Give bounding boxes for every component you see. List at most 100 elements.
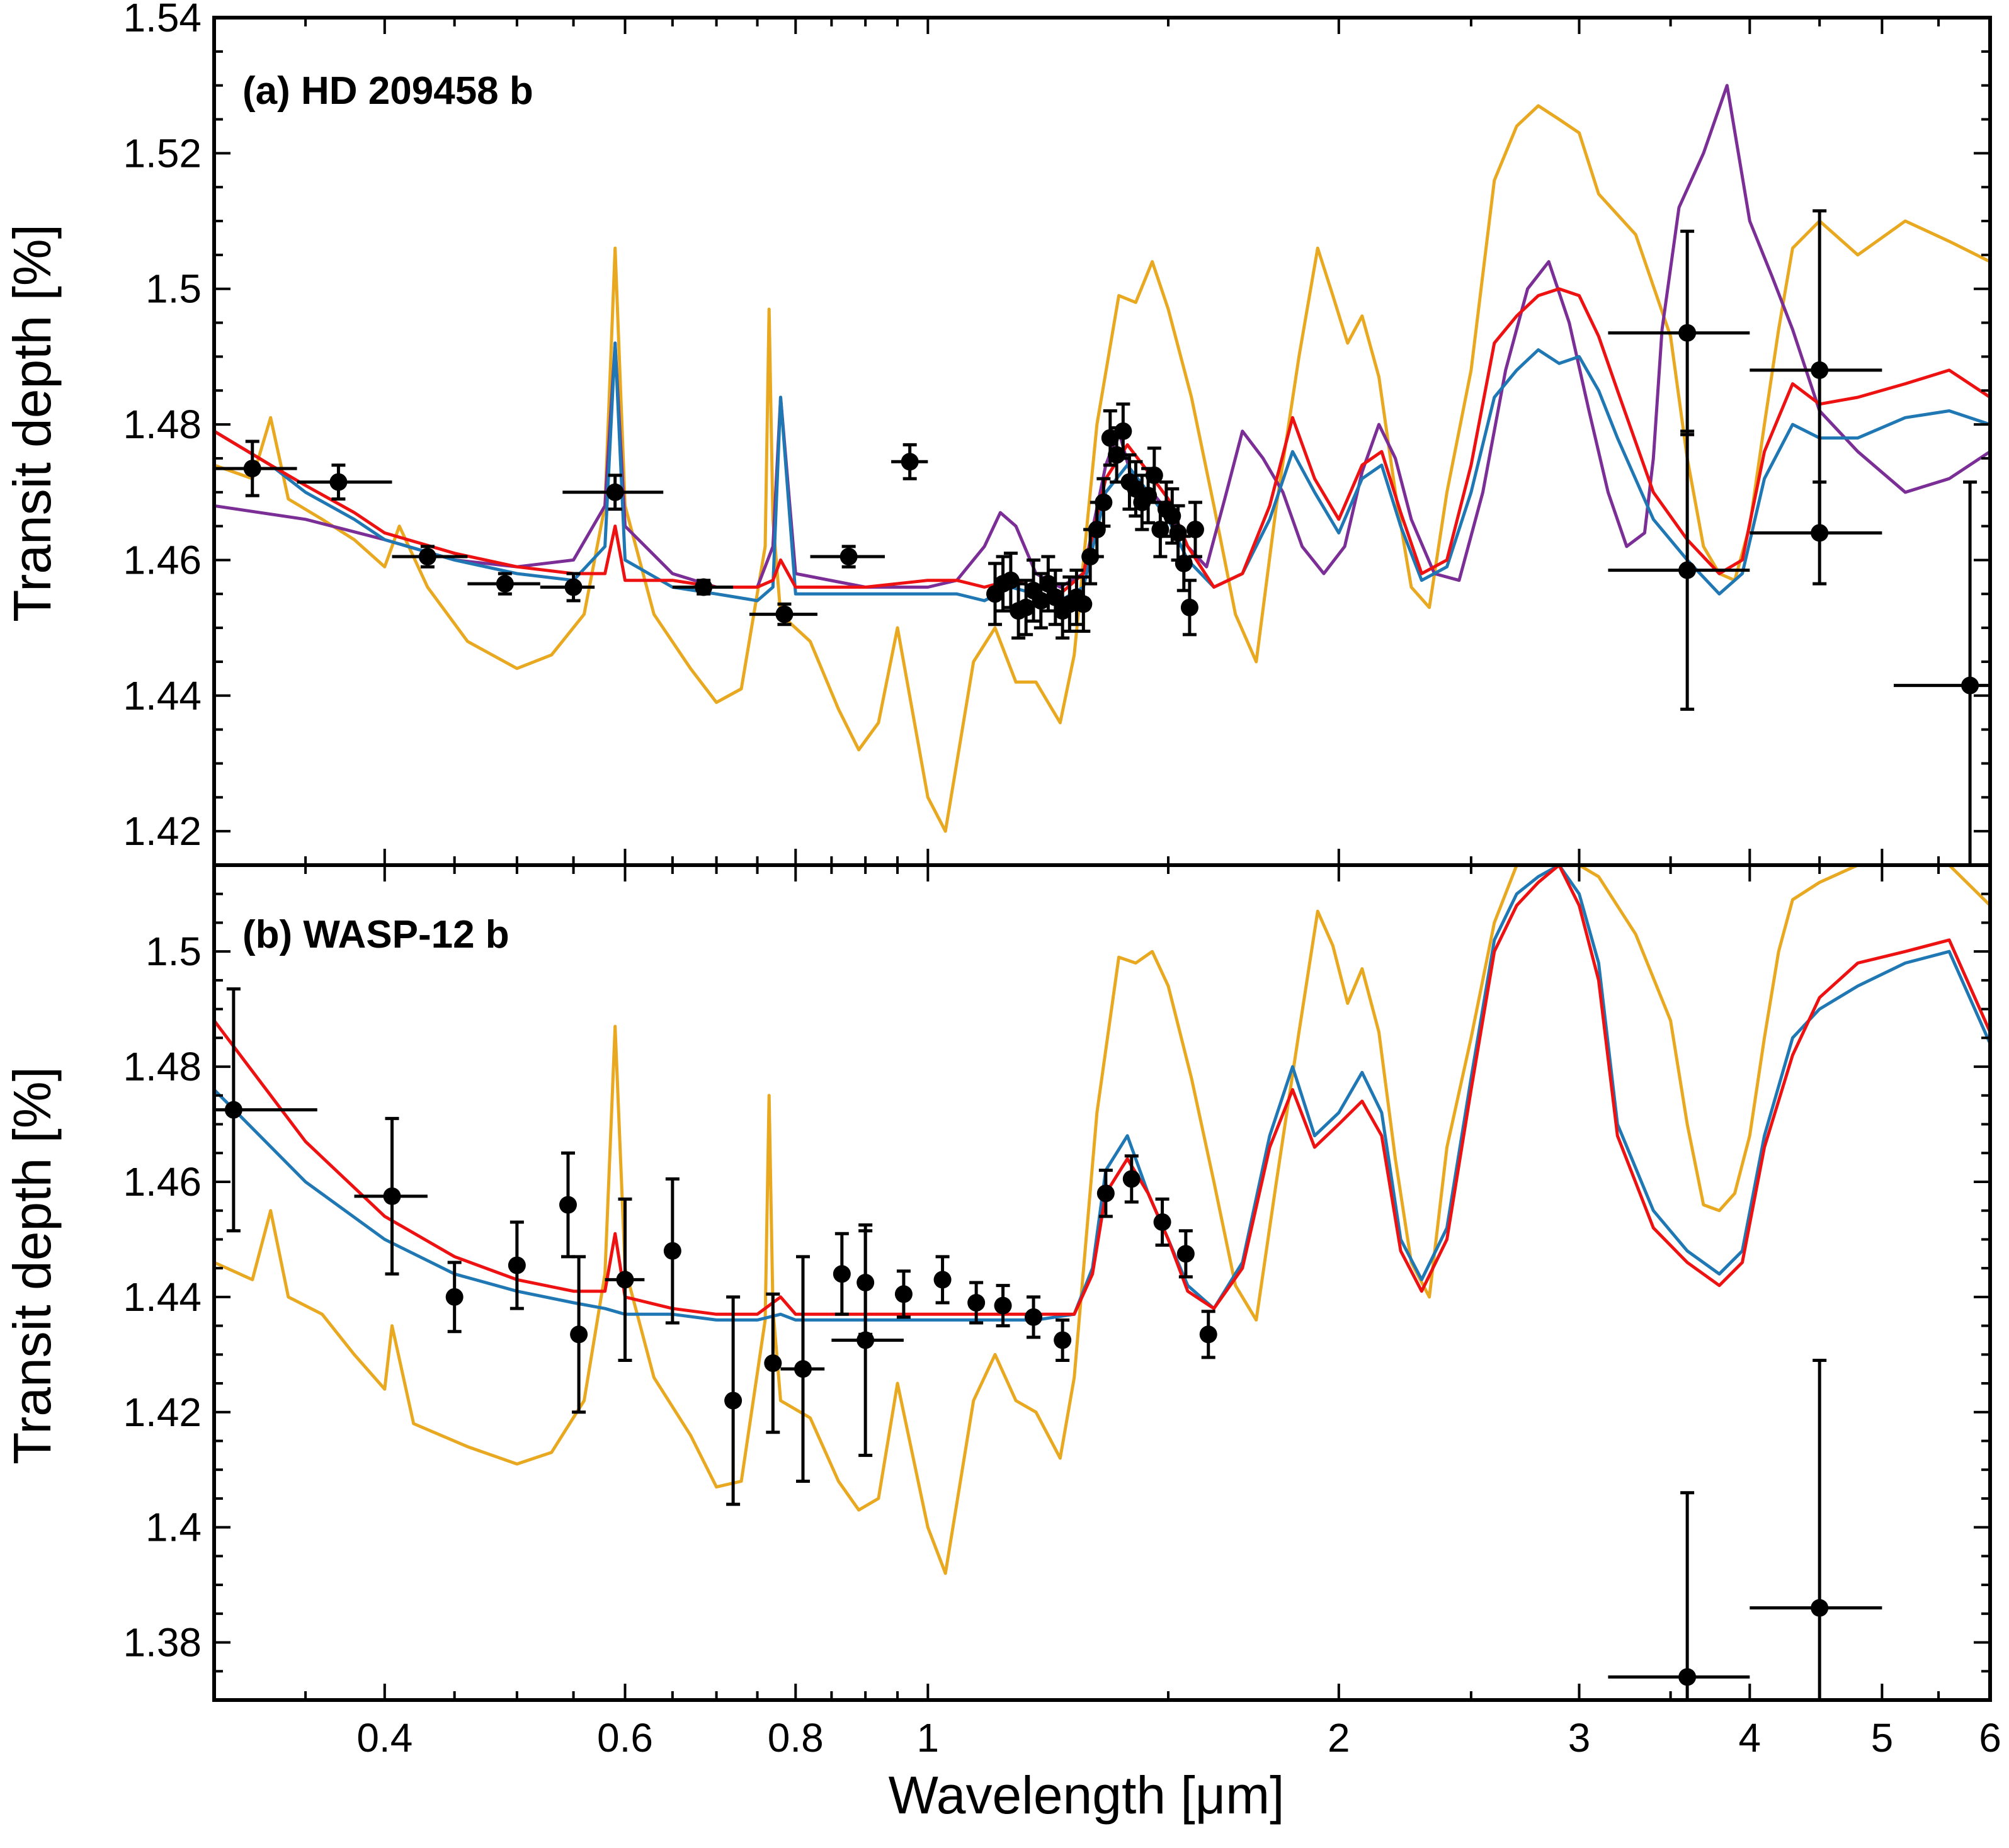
panel-a-data-point xyxy=(1114,402,1132,460)
data-marker xyxy=(445,1288,464,1306)
y-tick-label: 1.48 xyxy=(123,1044,202,1089)
data-marker xyxy=(894,1285,913,1303)
panel-a-data-point xyxy=(1180,579,1198,637)
x-tick-label: 6 xyxy=(1979,1715,2001,1760)
panel-a-data-point xyxy=(1061,575,1079,633)
panel-b-model-curves xyxy=(213,863,1992,1575)
data-marker xyxy=(1180,598,1198,616)
data-marker xyxy=(570,1325,588,1344)
x-tick-label: 4 xyxy=(1739,1715,1761,1760)
data-marker xyxy=(695,578,713,596)
panel-b-data-point xyxy=(1750,1358,1882,1702)
data-marker xyxy=(1025,1308,1043,1326)
data-marker xyxy=(1811,361,1829,379)
panel-b-data-point xyxy=(831,1223,904,1457)
data-marker xyxy=(1122,1170,1141,1188)
x-tick-label: 0.4 xyxy=(356,1715,413,1760)
data-marker xyxy=(794,1360,812,1378)
panel-b-gold-model-line xyxy=(213,863,1991,1575)
x-tick-label: 2 xyxy=(1328,1715,1350,1760)
data-marker xyxy=(1678,1668,1697,1686)
panel-a-red-model-line xyxy=(213,287,1991,596)
x-tick-label: 3 xyxy=(1568,1715,1591,1760)
panel-b-data-point xyxy=(1608,1491,1750,1702)
y-tick-label: 1.42 xyxy=(123,808,202,854)
panel-b-data-point xyxy=(1096,1169,1115,1218)
data-marker xyxy=(1153,1213,1171,1231)
data-marker xyxy=(224,1101,242,1119)
panel-b-data-point xyxy=(1199,1310,1217,1359)
y-tick-label: 1.54 xyxy=(123,0,202,40)
panel-a-gold-model-line xyxy=(213,104,1991,833)
panel-b-data-point xyxy=(1153,1197,1171,1247)
data-marker xyxy=(1046,588,1064,606)
x-tick-label: 1 xyxy=(917,1715,940,1760)
y-tick-label: 1.42 xyxy=(123,1390,202,1435)
panel-b-data-point xyxy=(894,1269,913,1319)
panel-b-data-point xyxy=(214,987,317,1233)
data-marker xyxy=(1095,493,1113,511)
panel-b-data-point xyxy=(559,1151,577,1259)
panel-a-data-point xyxy=(810,545,885,569)
panel-b-data-point xyxy=(994,1284,1012,1328)
panel-a-blue-model-line xyxy=(213,341,1991,603)
panel-a-data-point xyxy=(467,572,540,596)
data-marker xyxy=(606,483,624,501)
panel-b-data-point xyxy=(605,1197,645,1362)
data-marker xyxy=(1175,554,1193,572)
y-tick-label: 1.44 xyxy=(123,1274,202,1320)
panel-a-data-points xyxy=(214,209,1990,867)
panel-b-data-points xyxy=(214,987,1882,1702)
x-axis-ticks: 0.4 0.6 0.8 1 2 3 4 5 6 xyxy=(213,18,2001,1760)
panel-a-y-axis-label: Transit depth [%] xyxy=(3,224,62,622)
data-marker xyxy=(559,1196,577,1214)
x-tick-label: 0.8 xyxy=(768,1715,824,1760)
panel-b-data-point xyxy=(1054,1318,1072,1362)
panel-b-data-point xyxy=(508,1220,526,1310)
data-marker xyxy=(1811,524,1829,542)
data-marker xyxy=(1678,561,1697,579)
y-tick-label: 1.52 xyxy=(123,130,202,176)
panel-a-model-curves xyxy=(213,84,1991,833)
panel-a-data-point xyxy=(562,473,664,511)
data-marker xyxy=(383,1187,401,1205)
panel-b-data-point xyxy=(967,1281,986,1325)
data-marker xyxy=(857,1331,875,1349)
data-marker xyxy=(1032,592,1050,610)
panel-a-data-point xyxy=(392,545,468,569)
data-marker xyxy=(663,1242,681,1260)
data-marker xyxy=(1074,595,1093,613)
panel-b-frame xyxy=(212,863,1992,1702)
x-tick-label: 0.6 xyxy=(597,1715,653,1760)
data-marker xyxy=(724,1392,743,1410)
data-marker xyxy=(1054,1331,1072,1349)
panel-b-data-point xyxy=(354,1116,428,1276)
data-marker xyxy=(418,548,436,566)
panel-b-data-point xyxy=(445,1261,464,1334)
data-marker xyxy=(1096,1184,1115,1203)
y-tick-label: 1.46 xyxy=(123,1159,202,1205)
data-marker xyxy=(1199,1325,1217,1344)
panel-b-data-point xyxy=(1025,1295,1043,1339)
panel-a-data-point xyxy=(1894,480,1990,867)
y-tick-label: 1.4 xyxy=(145,1505,202,1550)
panel-b-data-point xyxy=(1122,1154,1141,1204)
data-marker xyxy=(616,1271,634,1289)
y-tick-label: 1.5 xyxy=(145,929,202,974)
panel-b-title: (b) WASP-12 b xyxy=(242,913,509,956)
data-marker xyxy=(1678,324,1697,342)
data-marker xyxy=(764,1354,782,1373)
data-marker xyxy=(775,605,794,623)
panel-b-blue-model-line xyxy=(213,863,1992,1322)
data-marker xyxy=(1811,1599,1829,1617)
panel-a-data-point xyxy=(749,602,817,626)
data-marker xyxy=(1017,598,1035,616)
data-marker xyxy=(933,1271,952,1289)
x-axis-label: Wavelength [μm] xyxy=(889,1766,1285,1825)
panel-a-data-point xyxy=(1127,460,1145,518)
data-marker xyxy=(329,473,348,491)
panel-b-y-axis-ticks: 1.38 1.4 1.42 1.44 1.46 1.48 1.5 xyxy=(123,864,1990,1701)
data-marker xyxy=(564,578,583,596)
data-marker xyxy=(967,1294,986,1312)
panel-b-data-point xyxy=(933,1255,952,1305)
